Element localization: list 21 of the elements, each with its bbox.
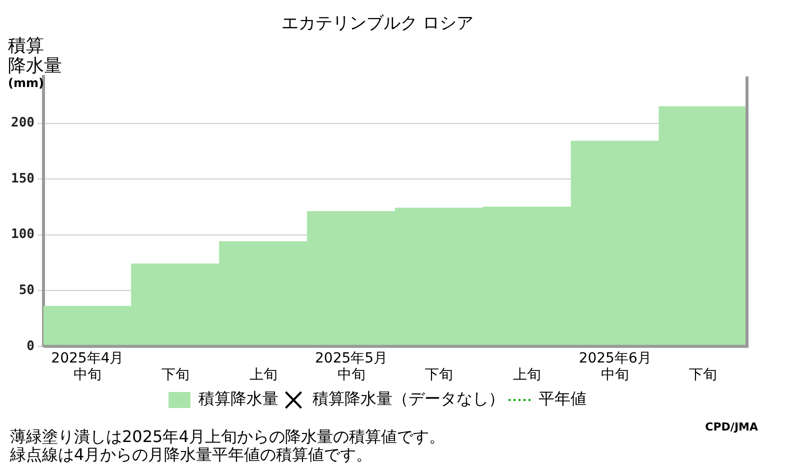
x-tick-label: 下旬 [425, 367, 454, 384]
x-tick-label: 2025年4月中旬 [51, 350, 124, 384]
text: 薄緑塗り潰しは2025年4月上旬からの降水量の積算値です。 [10, 427, 445, 446]
y-tick-label: 150 [10, 171, 35, 186]
y-tick-label: 50 [18, 282, 35, 298]
x-tick-label: 下旬 [689, 367, 718, 384]
y-tick-label: 100 [10, 227, 35, 242]
text: CPD/JMA [705, 420, 758, 434]
x-tick-label: 下旬 [161, 367, 190, 384]
legend-label: 積算降水量 [198, 389, 278, 408]
x-tick-label: 上旬 [249, 367, 278, 384]
legend-label: 積算降水量（データなし） [312, 389, 504, 408]
x-tick-label: 上旬 [513, 367, 542, 384]
chart-title: エカテリンブルク ロシア [281, 14, 474, 34]
x-tick-label: 2025年5月中旬 [314, 350, 388, 384]
y-tick-label: 0 [26, 338, 35, 354]
y-axis-title: 積算降水量(mm) [8, 36, 62, 90]
legend-label: 平年値 [538, 389, 586, 408]
x-tick-label: 2025年6月中旬 [578, 350, 652, 384]
y-tick-label: 200 [10, 116, 35, 131]
text: 緑点線は4月からの月降水量平年値の積算値です。 [9, 445, 372, 464]
